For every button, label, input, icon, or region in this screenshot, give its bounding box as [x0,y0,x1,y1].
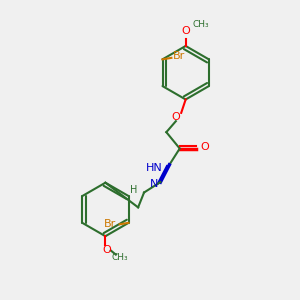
Text: Br: Br [173,51,185,62]
Text: CH₃: CH₃ [112,253,129,262]
Text: N: N [150,178,158,189]
Text: O: O [200,142,209,152]
Text: O: O [181,26,190,36]
Text: HN: HN [146,163,163,173]
Text: Br: Br [104,219,116,229]
Text: O: O [172,112,180,122]
Text: O: O [103,244,111,255]
Text: H: H [130,184,137,194]
Text: CH₃: CH₃ [192,20,209,29]
